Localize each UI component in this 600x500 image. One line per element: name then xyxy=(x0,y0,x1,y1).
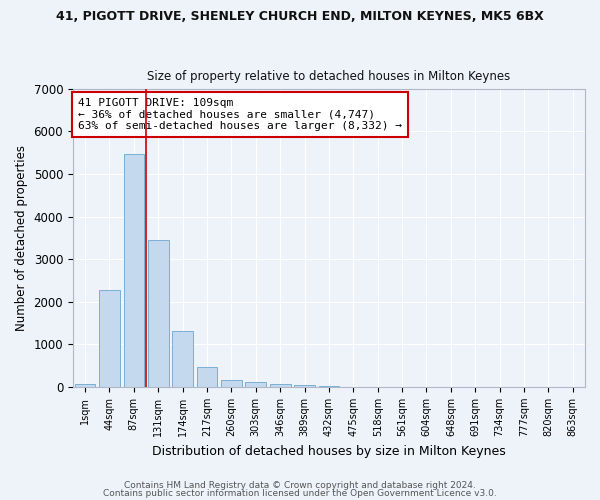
Bar xyxy=(245,382,266,387)
Bar xyxy=(319,386,340,387)
Title: Size of property relative to detached houses in Milton Keynes: Size of property relative to detached ho… xyxy=(148,70,511,84)
Text: 41, PIGOTT DRIVE, SHENLEY CHURCH END, MILTON KEYNES, MK5 6BX: 41, PIGOTT DRIVE, SHENLEY CHURCH END, MI… xyxy=(56,10,544,23)
Bar xyxy=(221,380,242,387)
Bar xyxy=(270,384,290,387)
X-axis label: Distribution of detached houses by size in Milton Keynes: Distribution of detached houses by size … xyxy=(152,444,506,458)
Bar xyxy=(172,331,193,387)
Y-axis label: Number of detached properties: Number of detached properties xyxy=(15,145,28,331)
Bar xyxy=(294,385,315,387)
Bar xyxy=(99,290,120,387)
Text: 41 PIGOTT DRIVE: 109sqm
← 36% of detached houses are smaller (4,747)
63% of semi: 41 PIGOTT DRIVE: 109sqm ← 36% of detache… xyxy=(78,98,402,131)
Text: Contains public sector information licensed under the Open Government Licence v3: Contains public sector information licen… xyxy=(103,488,497,498)
Text: Contains HM Land Registry data © Crown copyright and database right 2024.: Contains HM Land Registry data © Crown c… xyxy=(124,481,476,490)
Bar xyxy=(148,240,169,387)
Bar xyxy=(75,384,95,387)
Bar xyxy=(124,154,144,387)
Bar xyxy=(197,367,217,387)
